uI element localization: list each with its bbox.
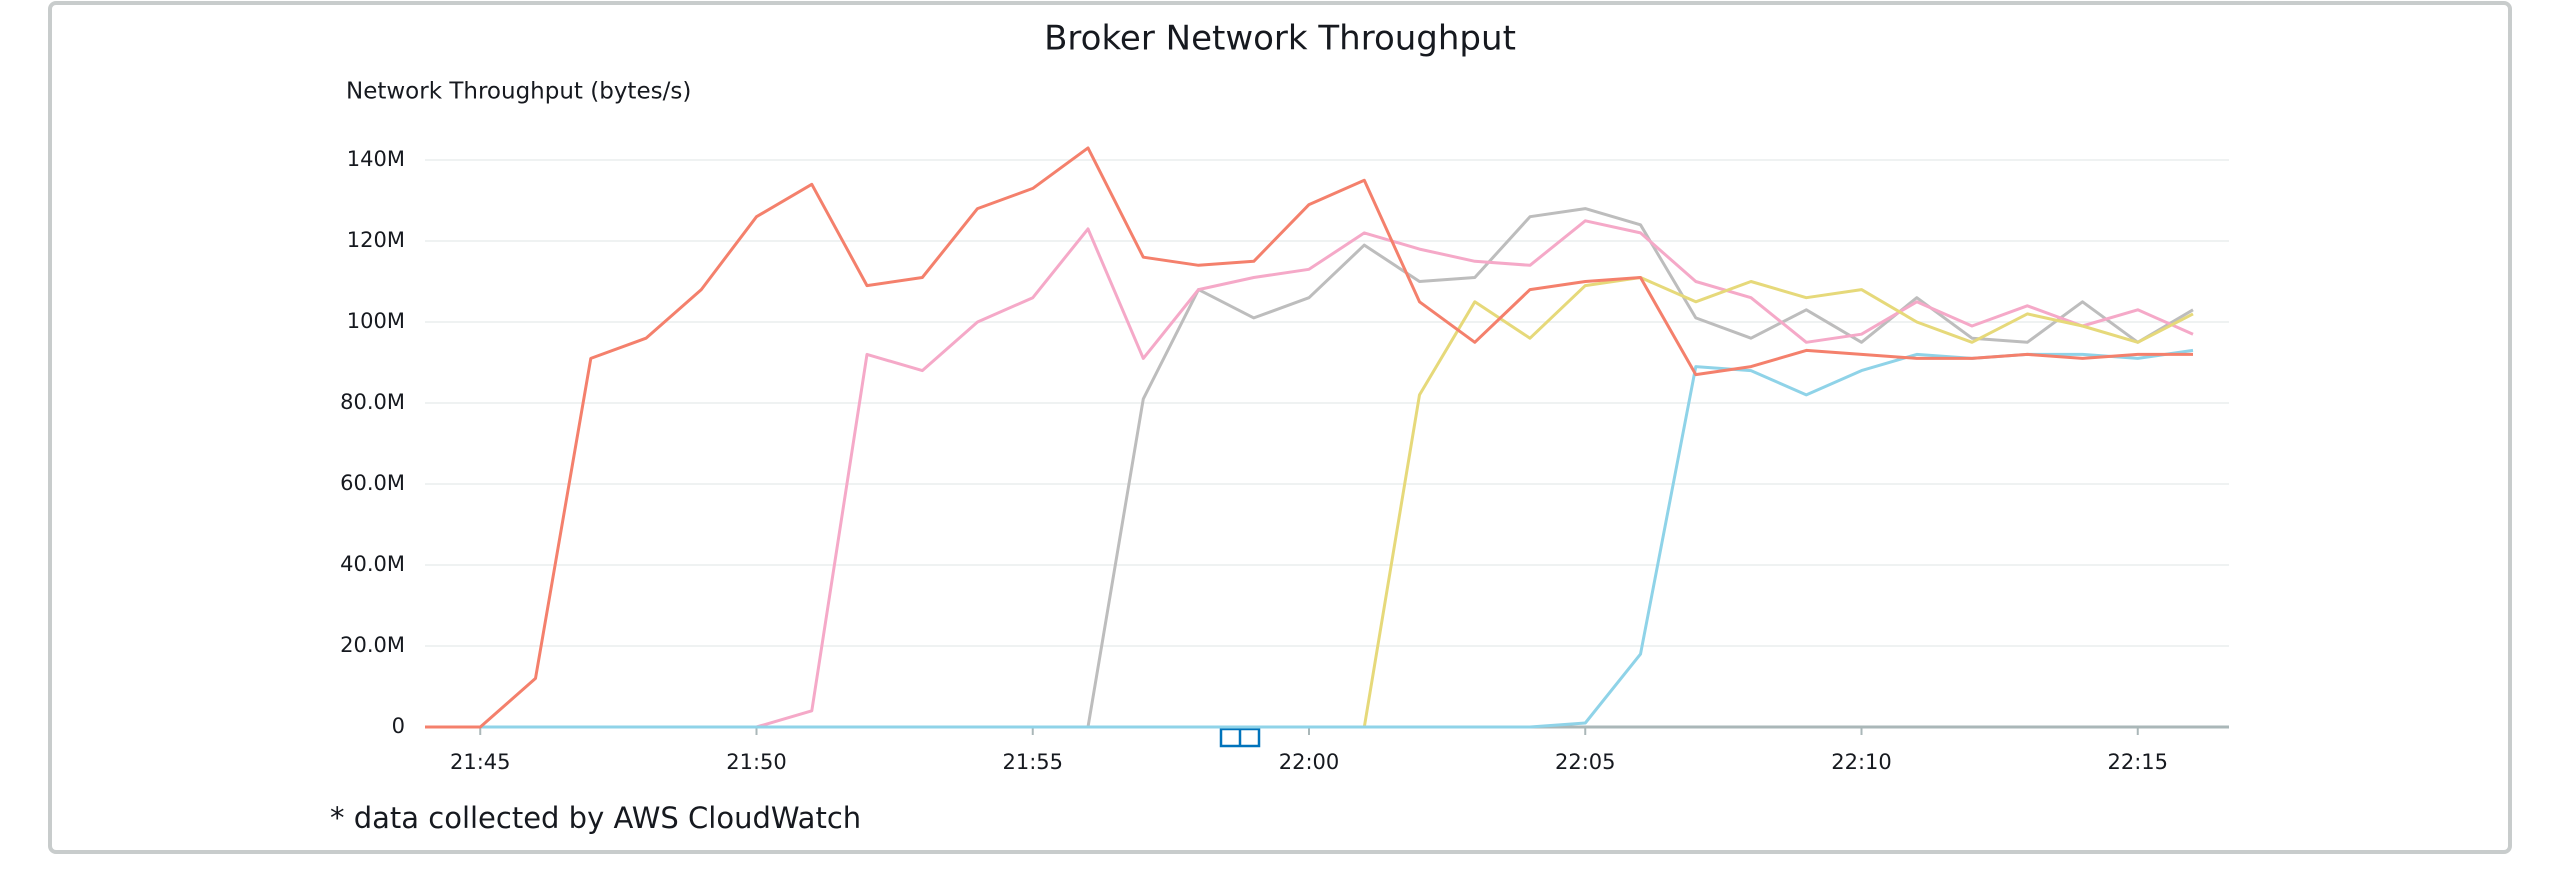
- series-line: [425, 348, 2194, 729]
- chart-title: Broker Network Throughput: [1044, 19, 1516, 59]
- y-tick-label: 140M: [347, 147, 405, 171]
- footnote: * data collected by AWS CloudWatch: [330, 801, 861, 835]
- y-axis-label: Network Throughput (bytes/s): [346, 79, 691, 105]
- x-tick-label: 22:10: [1831, 750, 1892, 774]
- x-tick-label: 22:00: [1279, 750, 1340, 774]
- x-tick-label: 22:15: [2107, 750, 2168, 774]
- y-tick-label: 20.0M: [340, 633, 405, 657]
- y-tick-label: 120M: [347, 228, 405, 252]
- y-tick-label: 40.0M: [340, 552, 405, 576]
- y-tick-label: 100M: [347, 309, 405, 333]
- panel-border: [48, 1, 2512, 854]
- zoom-handle[interactable]: [1219, 727, 1261, 748]
- y-tick-label: 60.0M: [340, 471, 405, 495]
- x-tick-label: 22:05: [1555, 750, 1616, 774]
- x-tick-label: 21:50: [726, 750, 787, 774]
- y-tick-label: 80.0M: [340, 390, 405, 414]
- x-tick-label: 21:45: [450, 750, 511, 774]
- x-tick-label: 21:55: [1002, 750, 1063, 774]
- y-tick-label: 0: [392, 714, 405, 738]
- series-line: [425, 146, 2193, 729]
